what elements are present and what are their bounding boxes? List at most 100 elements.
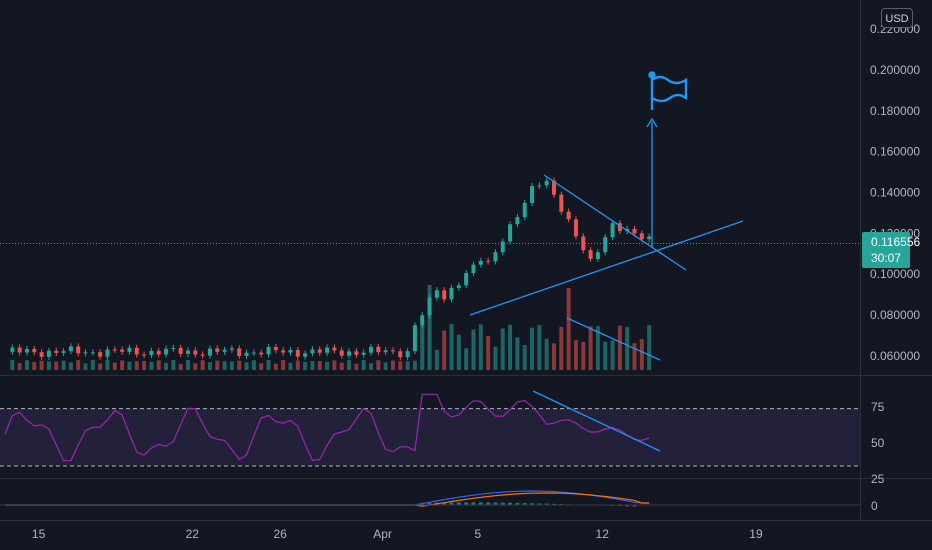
arrow-up-icon[interactable]: [646, 117, 658, 128]
volume-bar: [149, 361, 154, 370]
volume-bar: [98, 363, 103, 370]
candle-body: [39, 352, 44, 357]
volume-bar: [266, 360, 271, 370]
volume-bar: [493, 346, 498, 370]
volume-bar: [222, 361, 227, 370]
candle-body: [449, 287, 454, 300]
volume-bar: [281, 360, 286, 370]
volume-bar: [207, 362, 212, 370]
volume-bar: [354, 363, 359, 370]
candle-body: [105, 349, 110, 357]
candle-body: [354, 351, 359, 355]
macd-histogram-bar: [464, 502, 469, 505]
candle-body: [273, 346, 278, 351]
volume-bar: [120, 360, 125, 370]
macd-histogram-bar: [522, 503, 527, 505]
macd-histogram-bar: [427, 502, 432, 505]
candle-body: [471, 264, 476, 274]
candle-body: [332, 347, 337, 351]
volume-bar: [134, 361, 139, 370]
volume-bar: [552, 343, 556, 370]
candle-body: [412, 325, 417, 352]
flag-icon[interactable]: [648, 71, 688, 111]
triangle-upper-trendline[interactable]: [543, 174, 687, 271]
volume-bar: [603, 341, 608, 370]
volume-bar: [508, 324, 513, 370]
candle-body: [215, 348, 220, 352]
candle-body: [251, 352, 256, 354]
volume-bar: [288, 362, 293, 370]
candlestick-series[interactable]: [10, 177, 652, 361]
candle-body: [288, 350, 293, 353]
volume-bar: [24, 360, 29, 370]
rsi-axis[interactable]: 75 50 25: [871, 400, 885, 486]
volume-bar: [178, 363, 183, 370]
volume-bar: [237, 360, 242, 370]
candle-body: [339, 350, 344, 356]
price-axis[interactable]: 0.0600000.0800000.1000000.1200000.140000…: [870, 22, 920, 363]
volume-bar: [434, 349, 439, 370]
candle-body: [112, 349, 117, 351]
candle-body: [54, 350, 59, 353]
candle-body: [171, 347, 176, 349]
volume-bar: [442, 330, 447, 370]
candle-body: [361, 352, 366, 355]
candle-body: [405, 351, 410, 358]
triangle-lower-trendline[interactable]: [469, 220, 744, 316]
volume-bar: [90, 360, 95, 370]
candle-body: [68, 346, 73, 352]
last-price-label: 0.116556 30:07: [862, 232, 921, 268]
volume-bar: [76, 360, 81, 370]
drawing-tools[interactable]: [469, 71, 744, 452]
candle-body: [515, 217, 520, 225]
volume-bar: [376, 360, 381, 370]
volume-bar: [405, 361, 410, 370]
volume-bar: [464, 348, 469, 370]
candle-body: [493, 252, 498, 262]
volume-bar: [83, 363, 88, 370]
macd-histogram-bar: [625, 505, 630, 507]
date-tick-label: Apr: [373, 527, 392, 541]
candle-body: [464, 273, 469, 286]
rsi-tick-75: 75: [871, 400, 885, 414]
candle-body: [508, 224, 513, 242]
candle-body: [317, 349, 322, 353]
rsi-trendline[interactable]: [532, 390, 661, 452]
candle-body: [149, 350, 154, 356]
volume-bar: [68, 362, 73, 370]
volume-bar: [310, 360, 315, 370]
currency-button[interactable]: USD: [881, 8, 913, 28]
candle-body: [639, 233, 644, 240]
volume-bar: [610, 340, 615, 370]
last-price-value: 0.116556: [871, 235, 921, 249]
candle-body: [127, 347, 132, 352]
candle-body: [544, 180, 549, 186]
volume-bar: [200, 360, 205, 370]
candle-body: [559, 194, 564, 212]
volume-bar: [193, 363, 198, 370]
volume-trendline[interactable]: [566, 317, 661, 361]
candle-body: [522, 202, 527, 218]
volume-bar: [259, 363, 264, 370]
volume-bar: [398, 361, 403, 370]
volume-bar: [317, 361, 322, 370]
candle-body: [303, 353, 308, 357]
candle-body: [369, 346, 373, 353]
volume-bar: [369, 363, 373, 370]
candle-body: [603, 237, 608, 253]
macd-histogram-bar: [515, 502, 520, 505]
macd-histogram-bar: [552, 503, 556, 505]
candle-body: [46, 350, 51, 357]
macd-histogram-bar: [478, 502, 483, 505]
volume-bar: [61, 360, 66, 370]
volume-bar: [559, 326, 564, 370]
candle-body: [156, 350, 161, 355]
volume-bar: [105, 360, 110, 370]
volume-bar: [500, 328, 505, 370]
volume-bar: [625, 326, 630, 370]
candle-body: [566, 211, 571, 220]
volume-bar: [647, 325, 652, 370]
volume-bar: [303, 361, 308, 370]
time-axis[interactable]: 15 22 26 Apr 5 12 19: [32, 527, 763, 541]
